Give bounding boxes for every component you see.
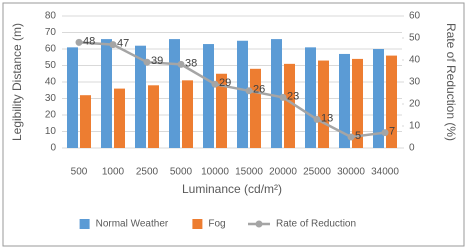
y2-tick-label: 30 bbox=[409, 77, 421, 88]
y-tick-label: 70 bbox=[45, 27, 57, 38]
y-tick-label: 50 bbox=[45, 60, 57, 71]
x-axis-title: Luminance (cd/m²) bbox=[182, 182, 282, 196]
data-label: 7 bbox=[389, 126, 395, 138]
bar bbox=[318, 60, 329, 148]
bar bbox=[101, 39, 112, 148]
bar bbox=[80, 95, 91, 148]
bar bbox=[284, 63, 295, 148]
data-label: 13 bbox=[321, 112, 333, 124]
x-tick-label: 30000 bbox=[337, 167, 365, 178]
y2-tick-label: 20 bbox=[409, 99, 421, 110]
data-label: 48 bbox=[83, 35, 95, 47]
y2-tick-label: 10 bbox=[409, 121, 421, 132]
line-marker bbox=[245, 87, 253, 95]
y2-axis-title: Rate of Reduction (%) bbox=[444, 23, 458, 141]
x-tick-label: 1000 bbox=[102, 167, 125, 178]
y-axis-title: Legibility Distance (m) bbox=[10, 23, 24, 141]
x-tick-label: 15000 bbox=[235, 167, 263, 178]
legend-swatch bbox=[79, 219, 90, 229]
bar bbox=[305, 47, 316, 148]
line bbox=[78, 41, 386, 139]
data-label: 29 bbox=[219, 77, 231, 89]
bar bbox=[250, 68, 261, 148]
data-label: 26 bbox=[253, 84, 265, 96]
line-marker bbox=[75, 38, 83, 46]
x-tick-label: 500 bbox=[71, 167, 88, 178]
y2-tick-label: 50 bbox=[409, 33, 421, 44]
legend-marker bbox=[255, 220, 263, 228]
legend-label: Fog bbox=[208, 219, 225, 230]
y-tick-label: 40 bbox=[45, 77, 57, 88]
y-tick-label: 30 bbox=[45, 93, 57, 104]
line-marker bbox=[313, 115, 321, 123]
line-marker bbox=[109, 41, 117, 49]
bar bbox=[373, 49, 384, 148]
y2-tick-label: 60 bbox=[409, 11, 421, 22]
bar bbox=[148, 85, 159, 148]
y2-tick-label: 40 bbox=[409, 55, 421, 66]
bar bbox=[135, 45, 146, 149]
line-marker bbox=[279, 93, 287, 101]
legend-swatch bbox=[192, 219, 203, 229]
x-tick-label: 20000 bbox=[269, 167, 297, 178]
y-tick-label: 60 bbox=[45, 44, 57, 55]
bar bbox=[352, 58, 363, 148]
legend-label: Rate of Reduction bbox=[276, 219, 356, 230]
data-label: 39 bbox=[151, 55, 163, 67]
x-tick-label: 2500 bbox=[136, 167, 159, 178]
data-label: 38 bbox=[185, 57, 197, 69]
bar bbox=[386, 55, 397, 148]
data-label: 47 bbox=[117, 38, 129, 50]
legend-label: Normal Weather bbox=[96, 219, 169, 230]
line-marker bbox=[211, 80, 219, 88]
x-tick-label: 34000 bbox=[371, 167, 399, 178]
bar bbox=[169, 39, 180, 148]
bar bbox=[216, 73, 227, 148]
y2-tick-label: 0 bbox=[409, 143, 415, 154]
bar bbox=[182, 80, 193, 148]
x-tick-label: 25000 bbox=[303, 167, 331, 178]
y-tick-label: 20 bbox=[45, 110, 57, 121]
y-tick-label: 0 bbox=[50, 143, 56, 154]
bar bbox=[237, 40, 248, 148]
bar bbox=[67, 47, 78, 148]
bar bbox=[114, 88, 125, 148]
line-marker bbox=[347, 133, 355, 141]
bar bbox=[203, 44, 214, 148]
x-tick-label: 10000 bbox=[201, 167, 229, 178]
line-marker bbox=[381, 129, 389, 137]
y-tick-label: 80 bbox=[45, 11, 57, 22]
bar bbox=[271, 39, 282, 148]
x-tick-label: 5000 bbox=[170, 167, 193, 178]
line-marker bbox=[177, 60, 185, 68]
line-marker bbox=[143, 58, 151, 66]
y-tick-label: 10 bbox=[45, 126, 57, 137]
data-label: 5 bbox=[355, 130, 361, 142]
data-label: 23 bbox=[287, 90, 299, 102]
bar bbox=[339, 53, 350, 149]
